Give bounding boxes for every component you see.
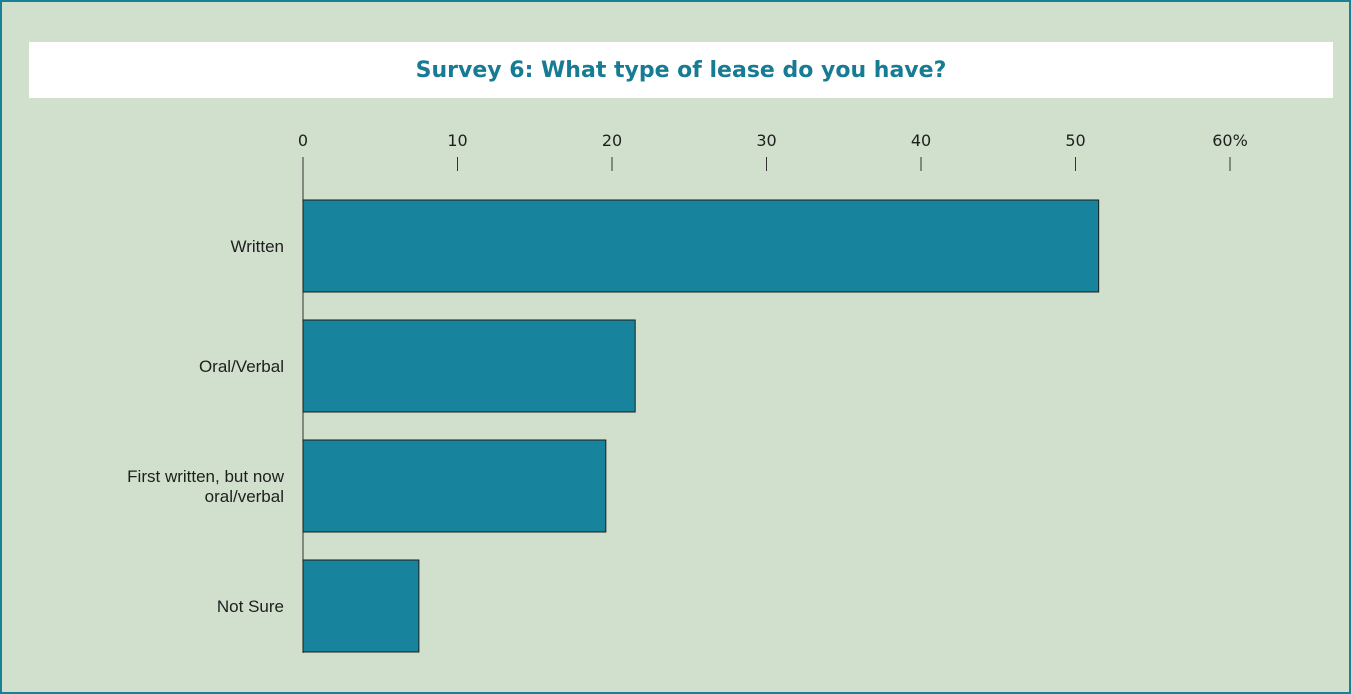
- bar: [302, 199, 1100, 293]
- category-label: Not Sure: [217, 597, 284, 616]
- x-tick-label: 30: [756, 131, 776, 150]
- chart-title: Survey 6: What type of lease do you have…: [415, 57, 947, 83]
- bar: [302, 439, 607, 533]
- category-label: First written, but now oral/verbal: [127, 467, 285, 506]
- x-tick-label: 20: [602, 131, 622, 150]
- x-tick-label: 40: [911, 131, 931, 150]
- bar: [302, 319, 636, 413]
- category-label: Written: [230, 237, 284, 256]
- title-banner: Survey 6: What type of lease do you have…: [29, 42, 1333, 98]
- x-tick-label: 50: [1065, 131, 1085, 150]
- bar: [302, 559, 420, 653]
- x-tick-label: 60%: [1212, 131, 1248, 150]
- category-label: Oral/Verbal: [199, 357, 284, 376]
- x-tick-label: 0: [298, 131, 308, 150]
- x-tick-label: 10: [447, 131, 467, 150]
